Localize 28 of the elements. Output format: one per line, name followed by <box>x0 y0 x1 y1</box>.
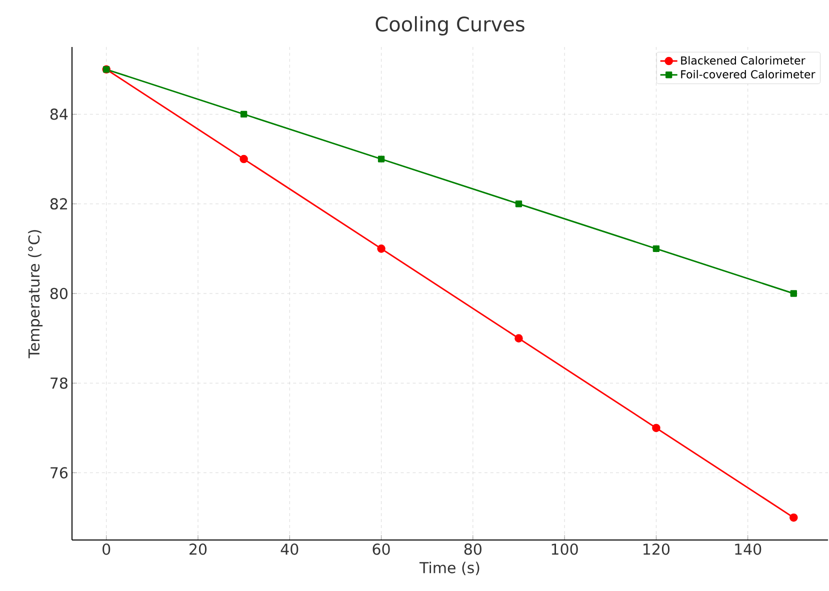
y-tick-label: 84 <box>50 108 68 120</box>
x-tick-label: 120 <box>644 544 670 555</box>
legend-label: Blackened Calorimeter <box>681 56 806 65</box>
point <box>378 156 385 162</box>
x-tick-label: 0 <box>102 544 110 555</box>
point <box>652 424 660 432</box>
x-axis-title: Time (s) <box>419 562 480 576</box>
point <box>790 513 798 522</box>
legend-label: Foil-covered Calorimeter <box>681 70 816 78</box>
x-tick-label: 140 <box>735 544 762 555</box>
point <box>377 244 386 253</box>
y-tick-label: 82 <box>50 198 67 210</box>
point <box>514 334 523 342</box>
point <box>240 110 248 118</box>
x-tick-label: 80 <box>464 544 482 555</box>
point <box>652 245 660 252</box>
x-tick-label: 100 <box>552 544 578 555</box>
chart-title: Cooling Curves <box>376 16 524 36</box>
point <box>515 200 522 208</box>
x-tick-label: 20 <box>190 544 207 555</box>
point <box>790 290 797 297</box>
y-tick-label: 78 <box>50 377 68 389</box>
point <box>240 154 248 164</box>
x-tick-label: 60 <box>372 544 390 555</box>
y-tick-label: 76 <box>50 467 68 478</box>
x-tick-label: 40 <box>280 544 298 555</box>
y-tick-label: 80 <box>50 288 68 300</box>
y-axis-title: Temperature (°C) <box>28 230 43 358</box>
